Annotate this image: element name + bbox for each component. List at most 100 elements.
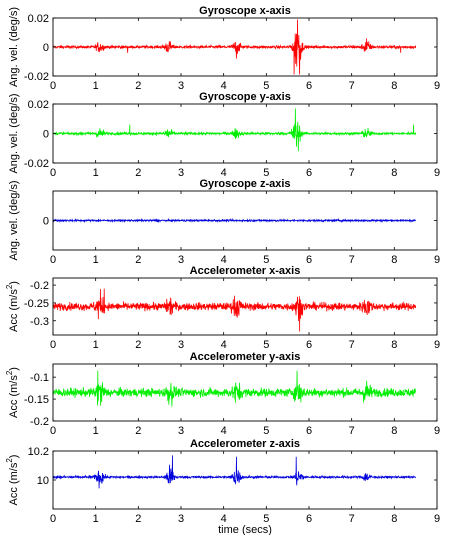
x-tick-label: 7 bbox=[349, 167, 355, 179]
series-line bbox=[52, 455, 417, 489]
x-tick-label: 9 bbox=[434, 254, 440, 266]
series-line bbox=[52, 370, 417, 407]
chart-title: Gyroscope z-axis bbox=[199, 178, 290, 190]
series-line bbox=[52, 108, 417, 152]
x-tick-label: 3 bbox=[178, 254, 184, 266]
x-tick-label: 9 bbox=[434, 339, 440, 351]
x-tick-label: 2 bbox=[135, 254, 141, 266]
y-axis-label-close: ) bbox=[8, 367, 20, 371]
x-tick-label: 0 bbox=[50, 339, 56, 351]
x-tick-label: 7 bbox=[349, 339, 355, 351]
x-tick-label: 0 bbox=[50, 167, 56, 179]
x-tick-label: 5 bbox=[263, 425, 269, 437]
x-tick-label: 1 bbox=[93, 425, 99, 437]
x-tick-label: 9 bbox=[434, 513, 440, 525]
y-axis-label: Ang. vel. (deg/s) bbox=[8, 180, 20, 260]
x-tick-label: 6 bbox=[306, 167, 312, 179]
x-tick-label: 2 bbox=[135, 80, 141, 92]
y-tick-label: -0.02 bbox=[24, 71, 49, 83]
x-tick-label: 4 bbox=[221, 339, 227, 351]
x-tick-label: 2 bbox=[135, 513, 141, 525]
y-axis-label-text: Ang. vel. (deg/s) bbox=[8, 180, 20, 260]
y-axis-label-close: ) bbox=[8, 455, 20, 459]
x-tick-label: 0 bbox=[50, 513, 56, 525]
x-tick-label: 9 bbox=[434, 425, 440, 437]
x-axis-label: time (secs) bbox=[218, 524, 272, 535]
x-tick-label: 4 bbox=[221, 167, 227, 179]
y-axis-label-text: Acc (m/s bbox=[8, 375, 20, 418]
chart-title: Gyroscope x-axis bbox=[199, 5, 291, 17]
x-tick-label: 8 bbox=[391, 339, 397, 351]
chart-title: Accelerometer x-axis bbox=[190, 265, 301, 277]
x-tick-label: 3 bbox=[178, 339, 184, 351]
series-line bbox=[52, 19, 417, 75]
series-line bbox=[52, 217, 416, 224]
y-tick-label: -0.25 bbox=[24, 298, 49, 310]
x-tick-label: 3 bbox=[178, 167, 184, 179]
y-tick-label: 0 bbox=[43, 42, 49, 54]
x-tick-label: 1 bbox=[93, 254, 99, 266]
chart-title: Accelerometer z-axis bbox=[190, 438, 300, 450]
x-tick-label: 2 bbox=[135, 339, 141, 351]
y-axis-label-text: Ang. vel. (deg/s) bbox=[8, 93, 20, 173]
x-tick-label: 0 bbox=[50, 425, 56, 437]
y-tick-label: 0 bbox=[43, 216, 49, 228]
x-tick-label: 4 bbox=[221, 425, 227, 437]
x-tick-label: 9 bbox=[434, 80, 440, 92]
y-axis-label-superscript: 2 bbox=[5, 458, 14, 463]
x-tick-label: 8 bbox=[391, 80, 397, 92]
panel-gyroscope-y-axis: Gyroscope y-axis Ang. vel. (deg/s) 0 1 2 3 4 5 6… bbox=[8, 91, 440, 179]
y-tick-label: 0.02 bbox=[28, 13, 49, 25]
x-tick-label: 8 bbox=[391, 167, 397, 179]
y-axis-label: Acc (m/s2) bbox=[5, 455, 20, 506]
x-tick-label: 5 bbox=[263, 80, 269, 92]
x-tick-label: 1 bbox=[93, 339, 99, 351]
x-tick-label: 6 bbox=[306, 425, 312, 437]
x-tick-label: 1 bbox=[93, 80, 99, 92]
y-tick-label: -0.2 bbox=[30, 280, 49, 292]
x-tick-label: 4 bbox=[221, 254, 227, 266]
x-tick-label: 8 bbox=[391, 425, 397, 437]
x-tick-label: 6 bbox=[306, 80, 312, 92]
axes-box bbox=[52, 277, 438, 336]
x-tick-label: 6 bbox=[306, 513, 312, 525]
x-tick-label: 5 bbox=[263, 513, 269, 525]
y-axis-label-superscript: 2 bbox=[5, 370, 14, 375]
y-tick-label: -0.1 bbox=[30, 372, 49, 384]
y-tick-label: -0.3 bbox=[30, 316, 49, 328]
y-axis-label: Ang. vel. (deg/s) bbox=[8, 7, 20, 87]
x-tick-label: 6 bbox=[306, 254, 312, 266]
y-axis-label-text: Ang. vel. (deg/s) bbox=[8, 7, 20, 87]
x-tick-label: 2 bbox=[135, 425, 141, 437]
x-tick-label: 5 bbox=[263, 254, 269, 266]
x-tick-label: 1 bbox=[93, 513, 99, 525]
y-axis-label-close: ) bbox=[8, 281, 20, 285]
panel-gyroscope-z-axis: Gyroscope z-axis Ang. vel. (deg/s) 0 1 2 3 4 5 6… bbox=[8, 178, 440, 266]
x-tick-label: 8 bbox=[391, 513, 397, 525]
chart-title: Accelerometer y-axis bbox=[190, 351, 301, 363]
y-tick-label: -0.2 bbox=[30, 416, 49, 428]
x-tick-label: 2 bbox=[135, 167, 141, 179]
y-tick-label: 10.2 bbox=[28, 446, 49, 458]
x-tick-label: 8 bbox=[391, 254, 397, 266]
x-tick-label: 4 bbox=[221, 80, 227, 92]
x-tick-label: 9 bbox=[434, 167, 440, 179]
y-tick-label: 0.02 bbox=[28, 99, 49, 111]
y-axis-label: Acc (m/s2) bbox=[5, 367, 20, 418]
x-tick-label: 5 bbox=[263, 167, 269, 179]
x-tick-label: 4 bbox=[221, 513, 227, 525]
axes-box bbox=[52, 450, 438, 510]
x-tick-label: 0 bbox=[50, 80, 56, 92]
x-tick-label: 3 bbox=[178, 425, 184, 437]
x-tick-label: 7 bbox=[349, 513, 355, 525]
x-tick-label: 1 bbox=[93, 167, 99, 179]
y-tick-label: -0.15 bbox=[24, 394, 49, 406]
y-axis-label-text: Acc (m/s bbox=[8, 462, 20, 505]
x-tick-label: 3 bbox=[178, 80, 184, 92]
y-tick-label: -0.02 bbox=[24, 158, 49, 170]
x-tick-label: 3 bbox=[178, 513, 184, 525]
x-tick-label: 5 bbox=[263, 339, 269, 351]
